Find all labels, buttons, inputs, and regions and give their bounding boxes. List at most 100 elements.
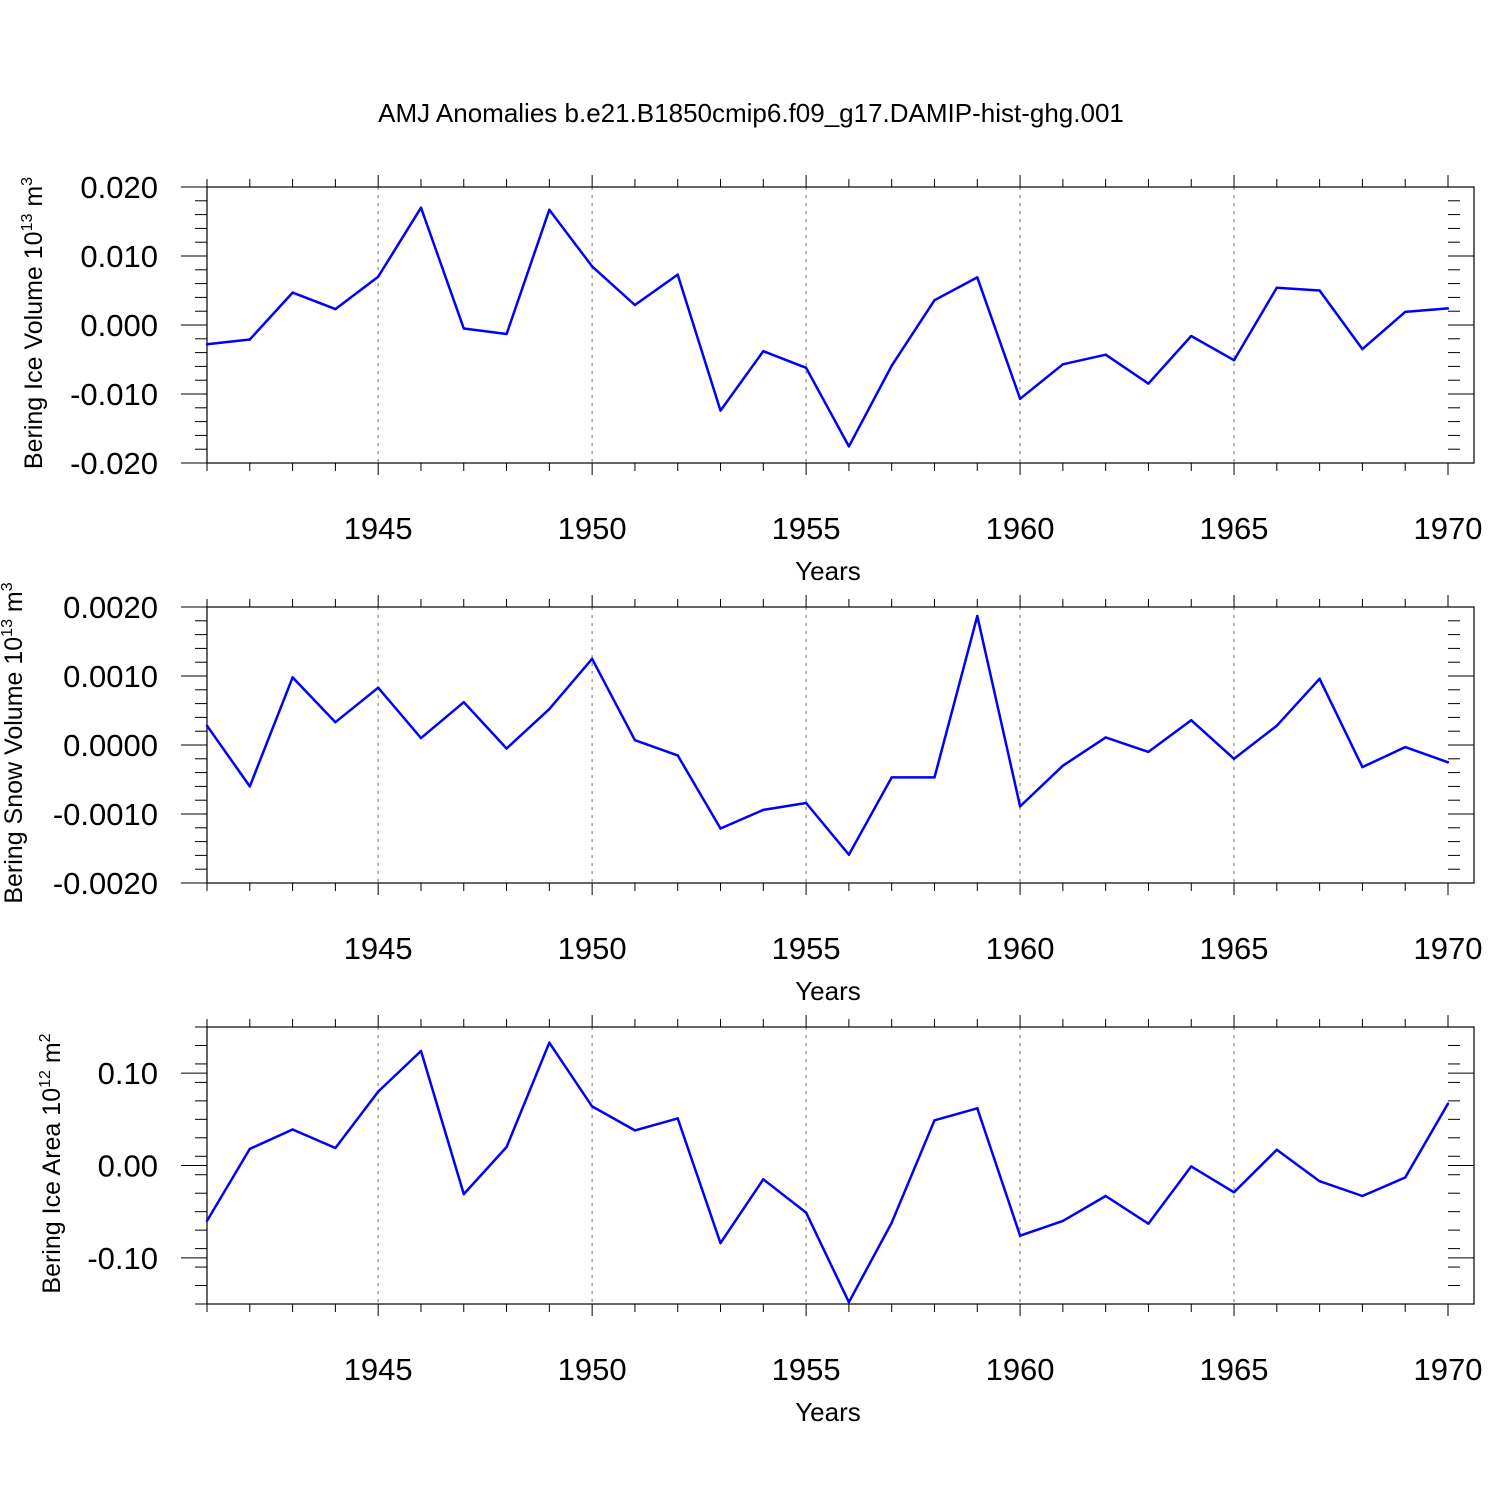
data-point [1232,757,1236,760]
data-point [890,776,893,779]
x-tick-label: 1950 [558,511,627,546]
x-tick-label: 1965 [1200,1352,1269,1387]
data-point [762,808,765,812]
x-axis-title: Years [795,1397,861,1427]
plot-frame [206,186,1475,464]
data-point [376,1090,380,1093]
x-tick-label: 1970 [1414,931,1483,966]
data-point [590,265,594,268]
series-line [205,1041,1450,1304]
data-point [419,1049,423,1053]
data-point [676,1117,679,1120]
data-point [719,409,722,412]
data-point [291,676,294,679]
data-point [505,1145,508,1149]
data-point [419,736,423,740]
y-tick-label: 0.010 [80,239,158,274]
data-point [1147,382,1150,385]
panel-1: 0.020 0.010 0.000 -0.010 -0.020 1945 1950 1955 1… [19,170,1482,586]
plots-container: 0.020 0.010 0.000 -0.010 -0.020 1945 1950 1955 1… [0,170,1482,1427]
data-point [248,785,251,788]
plot-frame [206,606,1475,884]
y-tick-label: 0.0010 [63,659,158,694]
data-point [1104,736,1107,739]
data-point [205,343,209,346]
data-point [933,1119,936,1122]
data-point [1275,1148,1279,1152]
data-point [1232,1191,1236,1194]
data-point [590,657,594,660]
data-point [933,298,936,302]
data-point [419,206,423,209]
data-point [1318,677,1321,680]
data-point [633,738,637,742]
data-point [1275,724,1279,727]
series-line [206,206,1449,448]
data-point [847,1300,851,1304]
data-point [676,273,679,276]
data-point [1190,1165,1193,1168]
data-point [1361,765,1364,769]
x-tick-label: 1950 [558,931,627,966]
x-tick-label: 1955 [772,1352,841,1387]
data-point [847,853,851,856]
data-point [1104,1194,1107,1198]
series-line [205,614,1449,856]
data-point [376,275,380,278]
y-tick-label: -0.0010 [53,797,158,832]
data-point [804,801,808,805]
x-tick-label: 1960 [986,1352,1055,1387]
data-point [1446,307,1450,310]
data-point [248,338,251,341]
data-point [762,1178,765,1181]
y-tick-label: 0.0020 [63,590,158,625]
figure-title: AMJ Anomalies b.e21.B1850cmip6.f09_g17.D… [378,98,1124,128]
x-tick-label: 1945 [344,931,413,966]
data-point [248,1147,251,1151]
data-point [976,276,979,279]
y-tick-label: -0.0020 [53,866,158,901]
data-point [1190,718,1193,722]
panel-2: 0.0020 0.0010 0.0000 -0.0010 -0.0020 1945 1950… [0,582,1482,1006]
data-point [804,366,808,369]
plot-frame [206,1026,1475,1305]
data-point [462,701,465,704]
x-tick-label: 1955 [772,931,841,966]
data-point [1404,1176,1407,1179]
y-tick-label: -0.10 [87,1241,158,1276]
data-point [205,1219,209,1223]
x-tick-label: 1945 [344,1352,413,1387]
data-point [376,686,380,689]
data-point [1446,761,1450,764]
data-point [676,754,679,757]
y-tick-label: 0.0000 [63,728,158,763]
data-point [462,1192,465,1196]
data-point [291,291,294,294]
data-point [976,614,979,618]
data-point [334,721,337,724]
x-axis-title: Years [795,976,861,1006]
data-point [1147,750,1150,754]
y-tick-label: 0.10 [98,1056,158,1091]
data-point [334,307,337,311]
data-point [890,1221,893,1224]
data-point [548,208,551,211]
data-point [719,1241,722,1245]
y-tick-label: 0.000 [80,308,158,343]
data-point [334,1146,337,1150]
data-point [1018,805,1022,808]
data-point [1404,310,1407,314]
data-point [933,776,936,779]
data-point [1190,334,1193,338]
data-point [1275,286,1279,289]
x-tick-label: 1965 [1200,511,1269,546]
data-point [890,364,893,367]
y-tick-label: -0.010 [70,377,158,412]
x-tick-label: 1955 [772,511,841,546]
y-axis-title: Bering Ice Volume 1013 m3 [19,177,48,469]
data-point [847,445,851,448]
y-axis-title: Bering Ice Area 1012 m2 [37,1033,66,1293]
data-point [1061,363,1065,366]
x-tick-label: 1970 [1414,511,1483,546]
y-tick-label: -0.020 [70,446,158,481]
